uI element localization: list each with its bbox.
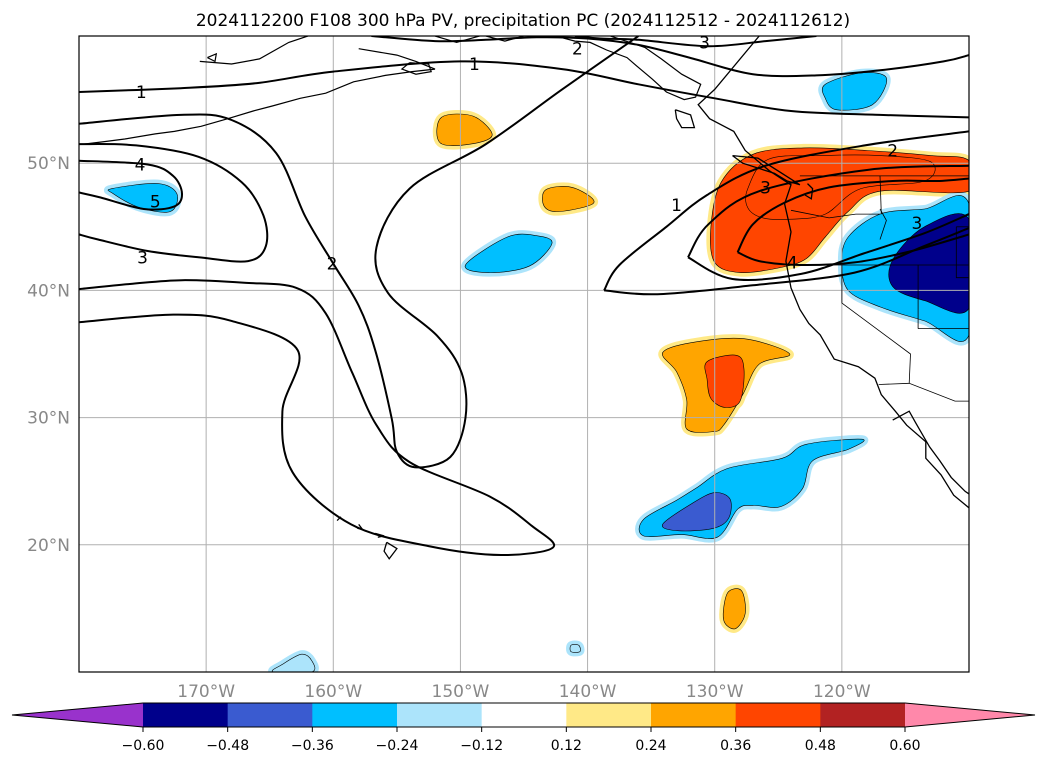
lat-tick-label: 50°N [27,154,70,174]
coastline [383,541,398,560]
contour-label: 2 [572,40,583,60]
colorbar-tick-label: 0.12 [551,738,582,754]
colorbar-swatch [651,703,737,727]
colorbar-swatch [397,703,483,727]
pv-contour-line [736,177,969,253]
map-frame [78,35,970,673]
lat-tick-label: 40°N [27,281,70,301]
pv-contour-line [737,233,969,267]
contour-label: 2 [327,255,338,275]
contour-label: 1 [671,196,682,216]
colorbar-extend-min [12,703,143,727]
colorbar-swatch [227,703,313,727]
colorbar-swatch [481,703,567,727]
pv-contour-line [574,36,817,48]
political-border [955,265,969,279]
colorbar-tick-label: 0.48 [805,738,836,754]
lat-tick-label: 30°N [27,409,70,429]
contour-label: 3 [137,248,148,268]
colorbar-tick-label: 0.36 [720,738,751,754]
colorbar-tick-label: −0.24 [376,738,419,754]
coastline [892,410,969,495]
political-border [879,208,887,240]
colorbar-swatch [312,703,398,727]
precip-field [722,588,746,630]
colorbar-swatch [566,703,652,727]
latitude-tick-labels: 20°N 30°N 40°N 50°N [27,154,70,556]
precip-field [464,233,553,273]
island-coastline [434,36,480,44]
coastline [674,109,696,129]
pv-contour-line [79,36,639,469]
pv-contour-line [79,159,184,211]
contour-label: 2 [887,141,898,161]
lon-tick-label: 170°W [177,682,235,702]
chart-title: 2024112200 F108 300 hPa PV, precipitatio… [196,11,850,31]
political-border [878,382,969,402]
precipitation-fields [103,68,969,672]
colorbar-tick-label: 0.24 [635,738,666,754]
lon-tick-label: 130°W [686,682,744,702]
contour-label: 1 [136,83,147,103]
pv-contour-line [79,279,556,557]
lon-tick-label: 160°W [304,682,362,702]
colorbar-tick-label: −0.36 [291,738,334,754]
coastline [697,36,969,509]
island-coastline [199,36,309,65]
political-border [790,209,880,219]
pv-contours [79,36,969,557]
colorbar-swatch [735,703,821,727]
colorbar-extend-max [905,703,1035,727]
lon-tick-label: 150°W [432,682,490,702]
map-background [79,36,969,672]
colorbar-swatch [820,703,906,727]
colorbar-tick-label: −0.12 [460,738,503,754]
colorbar-swatch [143,703,229,727]
contour-label: 3 [699,33,710,53]
contour-label: 3 [760,178,771,198]
pv-contour-line [603,130,969,291]
precip-field [107,183,178,213]
gridlines [79,36,969,672]
pv-contour-line [371,36,969,78]
pv-contour-line [687,164,969,258]
lon-tick-label: 140°W [559,682,617,702]
precip-field [569,644,581,653]
island-coastline [555,36,702,101]
pv-contour-line [604,227,969,296]
colorbar-tick-label: −0.48 [206,738,249,754]
island-coastline [207,52,218,63]
coastline [804,183,814,200]
contour-label: 1 [469,55,480,75]
precip-field [888,213,969,314]
contour-label: 5 [150,192,161,212]
island-coastline [84,48,436,145]
colorbar-tick-label: 0.60 [889,738,920,754]
precip-field [542,186,595,212]
precip-field [662,492,732,532]
contour-label: 4 [135,155,146,175]
lat-tick-label: 20°N [27,536,70,556]
precip-field [436,113,493,146]
pv-contour-line [79,60,969,119]
colorbar: −0.60 −0.48 −0.36 −0.24 −0.12 0.12 0.24 0.36 0.4… [11,702,1036,754]
contour-label: 3 [911,214,922,234]
colorbar-tick-label: −0.60 [122,738,165,754]
contour-label: 4 [787,253,798,273]
political-border [841,265,911,384]
longitude-tick-labels: 170°W 160°W 150°W 140°W 130°W 120°W [177,682,871,702]
lon-tick-label: 120°W [813,682,871,702]
pv-contour-line [79,143,269,263]
